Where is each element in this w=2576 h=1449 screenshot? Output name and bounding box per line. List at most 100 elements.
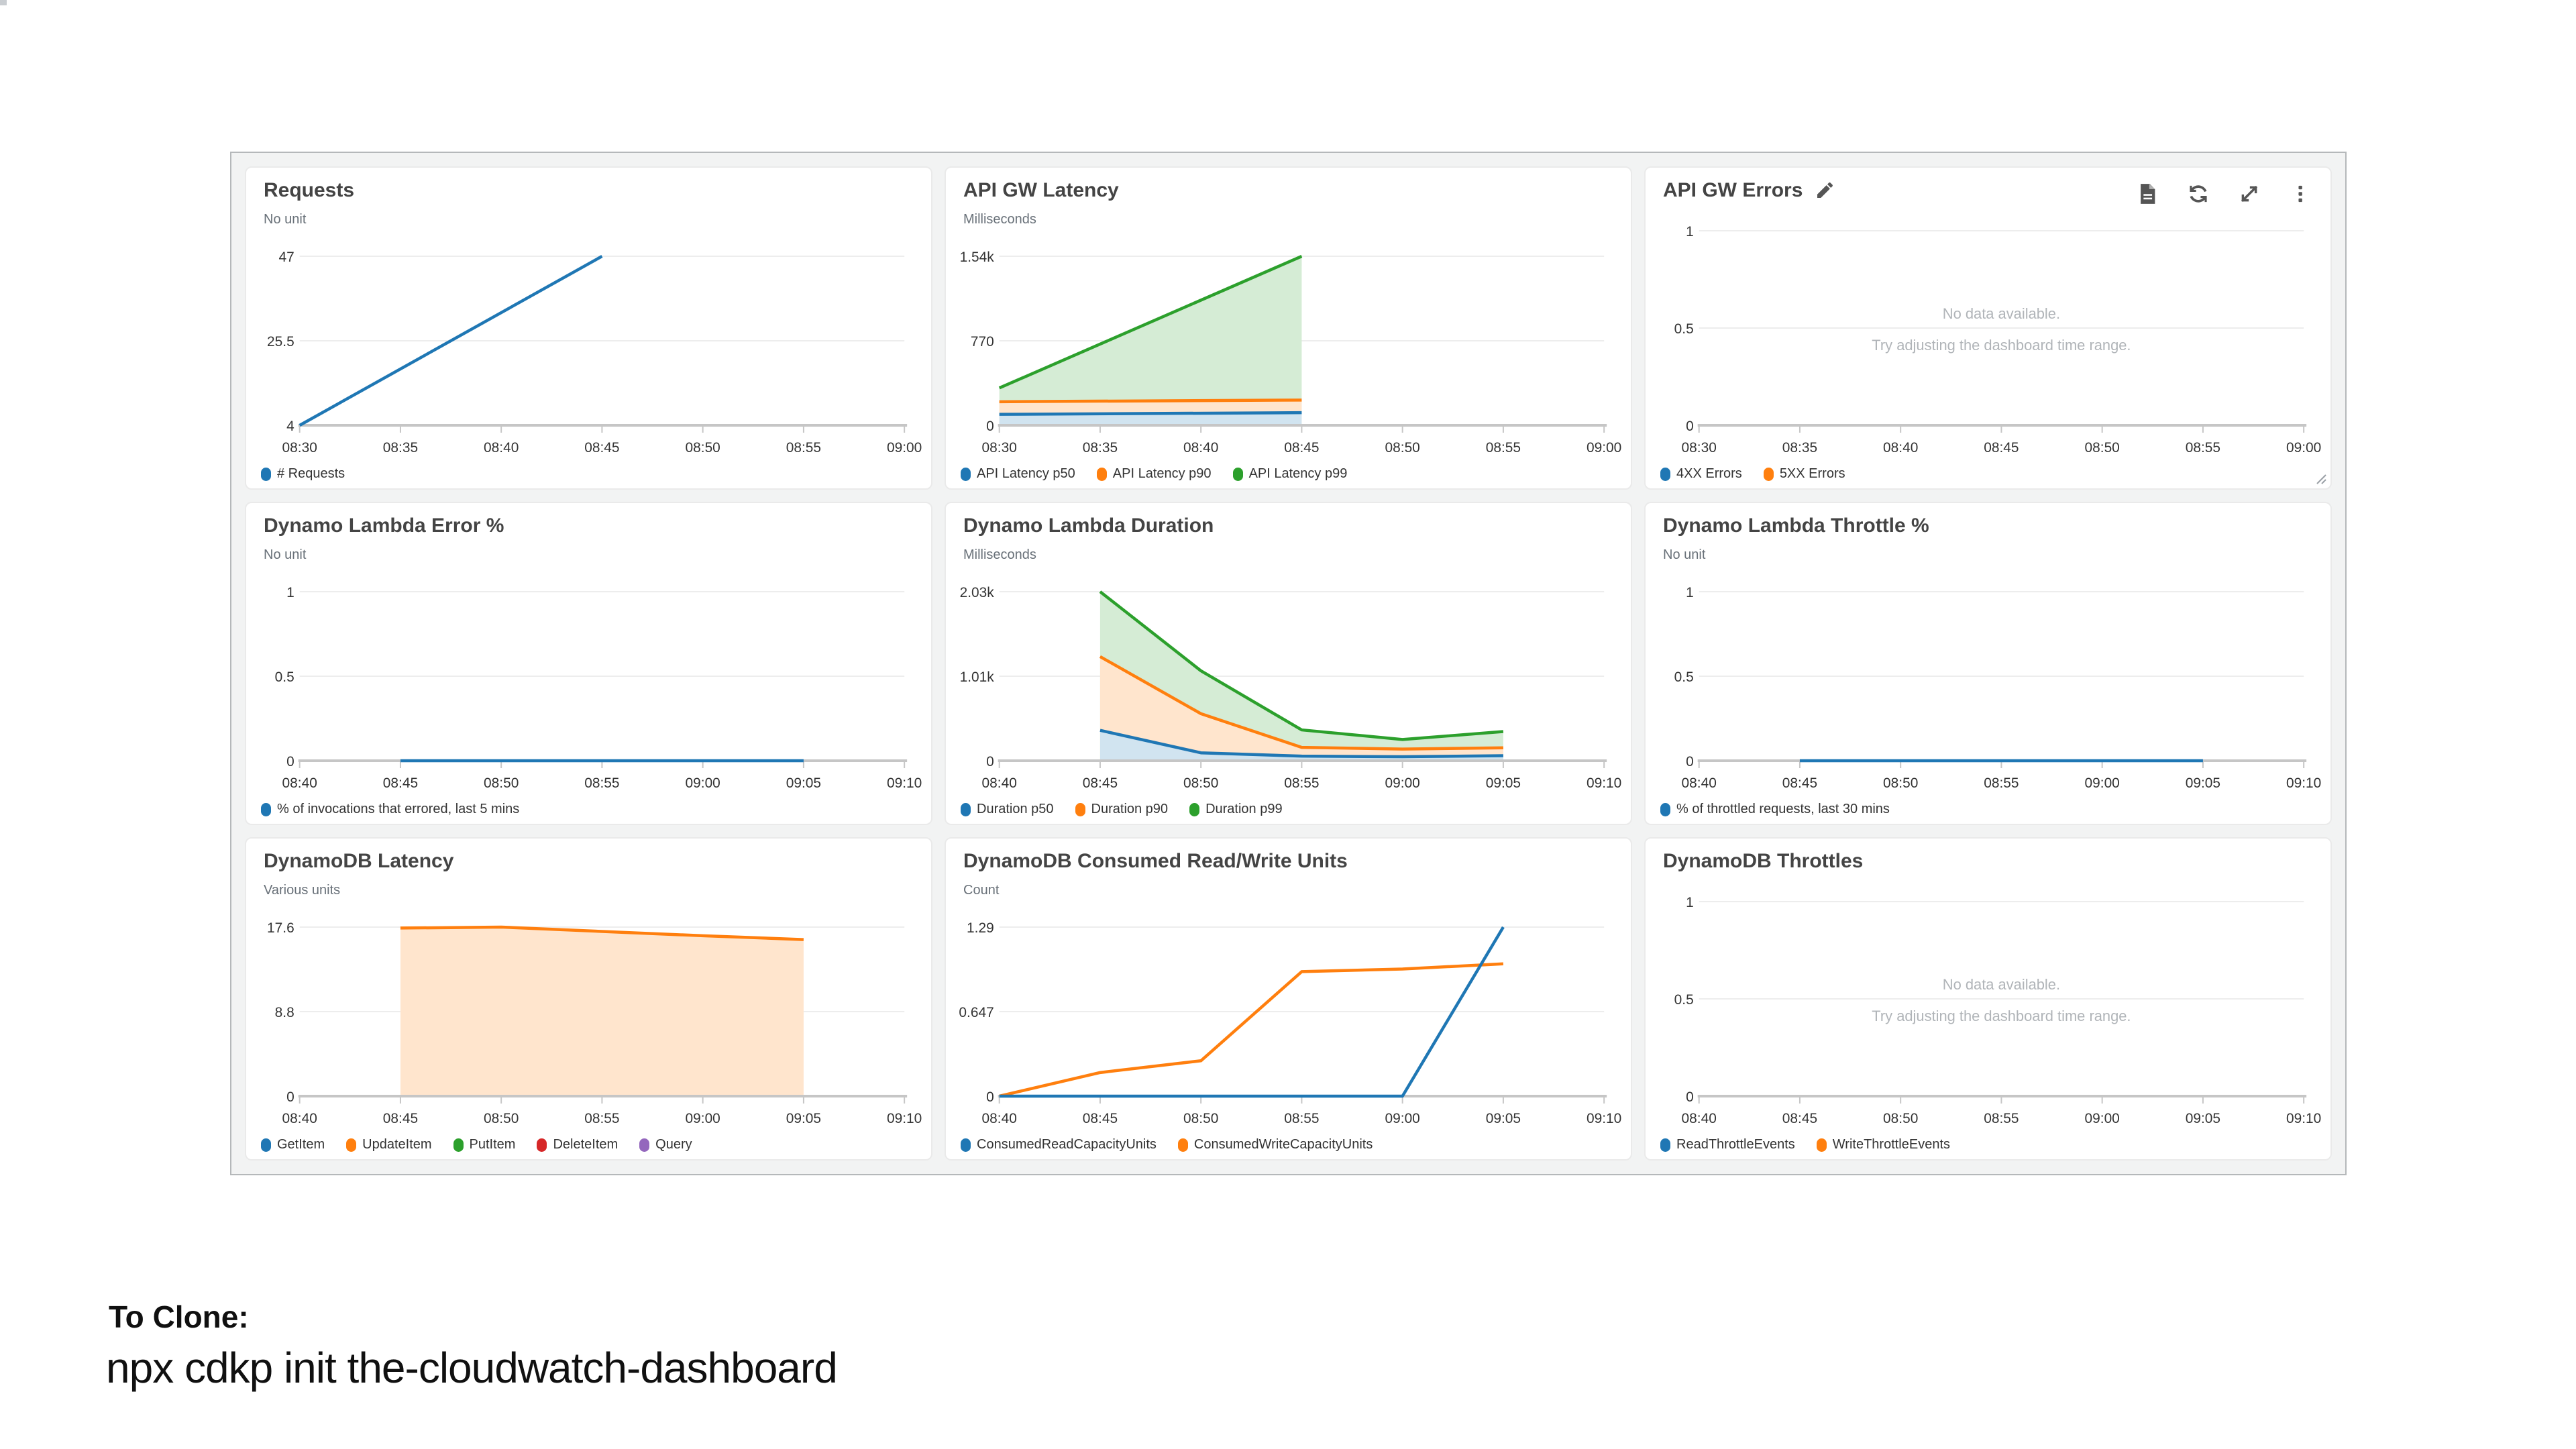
svg-text:09:00: 09:00 xyxy=(1385,1111,1420,1126)
legend-label: Duration p99 xyxy=(1205,802,1283,816)
chart-legend: API Latency p50 API Latency p90 API Latenc… xyxy=(961,466,1620,482)
svg-text:09:00: 09:00 xyxy=(2085,775,2120,791)
legend-item[interactable]: Duration p99 xyxy=(1189,802,1283,817)
legend-label: PutItem xyxy=(469,1137,516,1152)
svg-text:1: 1 xyxy=(1686,224,1694,239)
svg-text:No data available.: No data available. xyxy=(1943,305,2060,322)
svg-text:1: 1 xyxy=(286,585,294,600)
chart-plot: 1 0.5 0 08:30 08:35 08:40 08:45 08:50 08:55 09:00… xyxy=(1674,224,2322,455)
svg-text:0: 0 xyxy=(986,419,994,434)
legend-color-dot xyxy=(1763,467,1774,481)
pencil-icon[interactable] xyxy=(1815,180,1835,201)
legend-item[interactable]: ConsumedWriteCapacityUnits xyxy=(1177,1137,1373,1152)
legend-item[interactable]: DeleteItem xyxy=(537,1137,618,1152)
svg-text:08:55: 08:55 xyxy=(584,1111,619,1126)
chart-plot: 17.6 8.8 0 08:40 08:45 08:50 08:55 09:00 09:05 09… xyxy=(267,920,922,1126)
svg-text:0: 0 xyxy=(986,754,994,769)
resize-handle-icon[interactable] xyxy=(2312,470,2327,485)
chart-legend: % of throttled requests, last 30 mins xyxy=(1660,802,2320,817)
legend-item[interactable]: Query xyxy=(639,1137,692,1152)
svg-text:09:00: 09:00 xyxy=(2085,1111,2120,1126)
legend-item[interactable]: % of throttled requests, last 30 mins xyxy=(1660,802,1890,817)
logs-icon[interactable] xyxy=(2136,182,2159,205)
legend-item[interactable]: Duration p90 xyxy=(1075,802,1169,817)
svg-text:08:45: 08:45 xyxy=(1984,440,2019,455)
legend-item[interactable]: API Latency p99 xyxy=(1232,466,1347,482)
chart-plot: 47 25.5 4 08:30 08:35 08:40 08:45 08:50 08:55 09:… xyxy=(267,250,922,455)
legend-label: % of invocations that errored, last 5 mi… xyxy=(277,802,520,816)
svg-text:08:40: 08:40 xyxy=(1883,440,1918,455)
legend-item[interactable]: GetItem xyxy=(261,1137,325,1152)
svg-text:08:55: 08:55 xyxy=(1486,440,1521,455)
svg-text:08:45: 08:45 xyxy=(383,1111,418,1126)
refresh-icon[interactable] xyxy=(2187,182,2210,205)
svg-text:08:45: 08:45 xyxy=(383,775,418,791)
legend-color-dot xyxy=(261,467,271,481)
legend-item[interactable]: API Latency p90 xyxy=(1096,466,1212,482)
svg-text:08:40: 08:40 xyxy=(1682,1111,1717,1126)
chart-panel: Dynamo Lambda Error % No unit xyxy=(245,502,932,825)
svg-text:09:05: 09:05 xyxy=(1486,1111,1521,1126)
chart-legend: ReadThrottleEvents WriteThrottleEvents xyxy=(1660,1137,2320,1152)
svg-text:0: 0 xyxy=(1686,754,1694,769)
legend-label: Duration p90 xyxy=(1091,802,1169,816)
panel-title-row: Dynamo Lambda Error % xyxy=(264,513,504,539)
legend-color-dot xyxy=(453,1138,464,1152)
legend-item[interactable]: PutItem xyxy=(453,1137,516,1152)
legend-item[interactable]: % of invocations that errored, last 5 mi… xyxy=(261,802,519,817)
legend-label: API Latency p50 xyxy=(977,466,1075,481)
svg-text:08:45: 08:45 xyxy=(1083,1111,1118,1126)
panel-toolbar xyxy=(2136,182,2312,205)
legend-item[interactable]: Duration p50 xyxy=(961,802,1054,817)
panel-title: DynamoDB Latency xyxy=(264,850,454,872)
svg-text:09:00: 09:00 xyxy=(686,775,720,791)
svg-text:1.54k: 1.54k xyxy=(960,250,995,265)
svg-text:0: 0 xyxy=(286,1089,294,1105)
panel-title-row: DynamoDB Consumed Read/Write Units xyxy=(963,848,1348,875)
chart-legend: ConsumedReadCapacityUnits ConsumedWriteCa… xyxy=(961,1137,1620,1152)
legend-item[interactable]: # Requests xyxy=(261,466,345,482)
legend-label: ConsumedWriteCapacityUnits xyxy=(1193,1137,1373,1152)
legend-color-dot xyxy=(1232,467,1243,481)
legend-item[interactable]: UpdateItem xyxy=(346,1137,432,1152)
svg-text:1: 1 xyxy=(1686,585,1694,600)
legend-color-dot xyxy=(261,802,271,816)
menu-icon[interactable] xyxy=(2289,182,2312,205)
svg-text:08:40: 08:40 xyxy=(484,440,519,455)
screen-corner-artifact xyxy=(0,0,7,5)
legend-color-dot xyxy=(346,1138,357,1152)
legend-label: Query xyxy=(655,1137,692,1152)
svg-text:09:00: 09:00 xyxy=(887,440,922,455)
legend-item[interactable]: API Latency p50 xyxy=(961,466,1075,482)
legend-item[interactable]: WriteThrottleEvents xyxy=(1816,1137,1950,1152)
legend-color-dot xyxy=(1816,1138,1827,1152)
svg-text:0: 0 xyxy=(986,1089,994,1105)
svg-text:08:45: 08:45 xyxy=(1782,775,1817,791)
legend-item[interactable]: ReadThrottleEvents xyxy=(1660,1137,1795,1152)
svg-text:09:05: 09:05 xyxy=(786,775,821,791)
svg-text:08:50: 08:50 xyxy=(484,775,519,791)
cloudwatch-dashboard: Requests No unit xyxy=(230,152,2347,1175)
svg-text:0.647: 0.647 xyxy=(959,1005,994,1020)
svg-text:08:40: 08:40 xyxy=(282,1111,317,1126)
svg-text:2.03k: 2.03k xyxy=(960,585,995,600)
panel-title: API GW Latency xyxy=(963,179,1119,201)
svg-text:09:00: 09:00 xyxy=(686,1111,720,1126)
svg-text:09:10: 09:10 xyxy=(2286,1111,2321,1126)
svg-text:09:00: 09:00 xyxy=(1385,775,1420,791)
panel-title-row: DynamoDB Throttles xyxy=(1663,848,1863,875)
panel-title: DynamoDB Consumed Read/Write Units xyxy=(963,850,1348,872)
legend-label: % of throttled requests, last 30 mins xyxy=(1676,802,1890,816)
legend-color-dot xyxy=(537,1138,547,1152)
legend-item[interactable]: 4XX Errors xyxy=(1660,466,1742,482)
svg-text:08:30: 08:30 xyxy=(1682,440,1717,455)
panel-title-row: API GW Errors xyxy=(1663,177,1835,204)
legend-item[interactable]: 5XX Errors xyxy=(1763,466,1845,482)
svg-text:1.01k: 1.01k xyxy=(960,669,995,685)
panel-unit-label: Various units xyxy=(264,883,341,898)
panel-unit-label: No unit xyxy=(1663,547,1706,562)
legend-item[interactable]: ConsumedReadCapacityUnits xyxy=(961,1137,1157,1152)
svg-text:08:40: 08:40 xyxy=(982,1111,1017,1126)
expand-icon[interactable] xyxy=(2238,182,2261,205)
svg-text:09:00: 09:00 xyxy=(1587,440,1621,455)
